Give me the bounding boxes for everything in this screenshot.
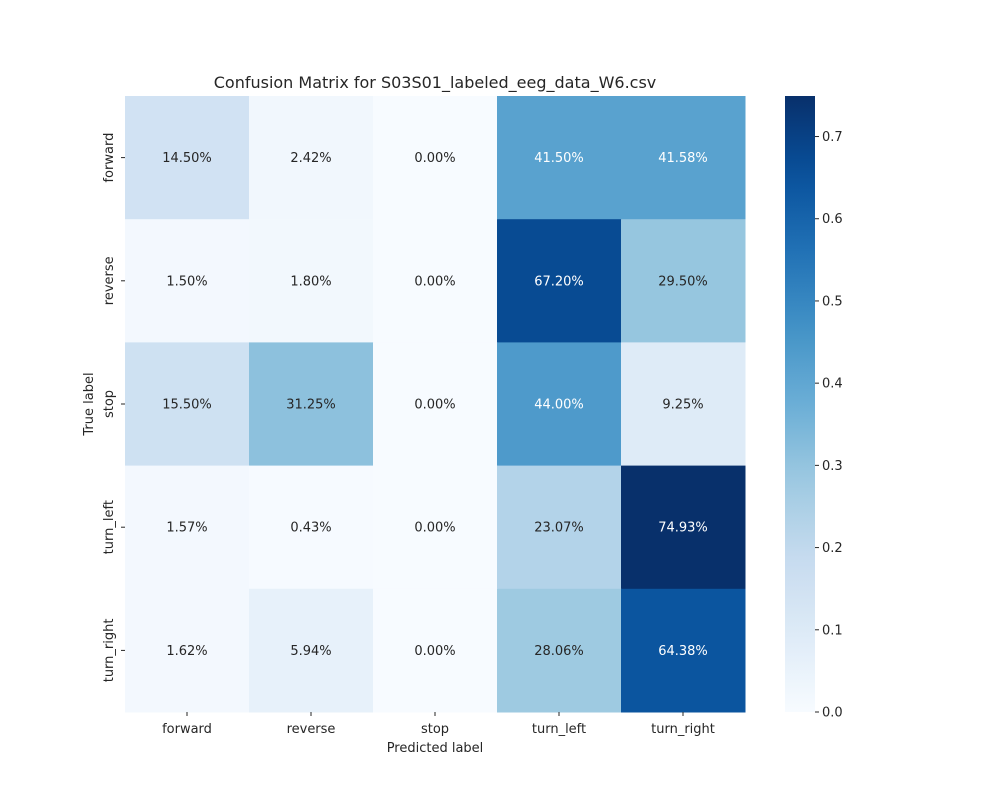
- cell-annotation: 31.25%: [286, 398, 336, 413]
- colorbar-tick-label: 0.7: [822, 130, 843, 145]
- heatmap-cell: [497, 342, 622, 467]
- x-tick-label: forward: [162, 722, 212, 737]
- y-tick-label: forward: [102, 133, 117, 183]
- x-tick-label: turn_left: [532, 722, 586, 737]
- heatmap-cell: [249, 219, 374, 343]
- heatmap-cell: [497, 96, 622, 220]
- heatmap-cell: [373, 342, 498, 467]
- colorbar-ticks: 0.0 0.1 0.2 0.3 0.4 0.5 0.6 0.7: [815, 130, 843, 721]
- x-axis-label: Predicted label: [387, 741, 484, 756]
- heatmap-cell: [249, 588, 374, 713]
- cell-annotation: 44.00%: [534, 398, 584, 413]
- heatmap-cell: [497, 465, 622, 590]
- cell-annotation: 14.50%: [162, 151, 212, 166]
- colorbar-tick-label: 0.6: [822, 212, 843, 227]
- cell-annotation: 15.50%: [162, 398, 212, 413]
- x-axis-ticks: forward reverse stop turn_left turn_right: [162, 712, 715, 737]
- colorbar-tick-label: 0.3: [822, 459, 843, 474]
- cell-annotation: 0.43%: [290, 521, 331, 536]
- y-axis-ticks: forward reverse stop turn_left turn_right: [102, 133, 125, 683]
- cell-annotation: 1.50%: [166, 274, 207, 289]
- cell-annotation: 28.06%: [534, 644, 584, 659]
- heatmap-cell: [249, 342, 374, 467]
- heatmap-cell: [125, 219, 250, 343]
- cell-annotation: 9.25%: [662, 398, 703, 413]
- heatmap-cell: [621, 219, 746, 343]
- colorbar-tick-label: 0.4: [822, 377, 843, 392]
- heatmap-cell: [373, 465, 498, 590]
- colorbar-tick-label: 0.2: [822, 541, 843, 556]
- cell-annotation: 23.07%: [534, 521, 584, 536]
- heatmap-cell: [373, 96, 498, 220]
- x-tick-label: turn_right: [651, 722, 715, 737]
- cell-annotation: 0.00%: [414, 274, 455, 289]
- cell-annotation: 2.42%: [290, 151, 331, 166]
- heatmap-cell: [249, 465, 374, 590]
- y-tick-label: turn_right: [102, 619, 117, 683]
- cell-annotation: 0.00%: [414, 398, 455, 413]
- cell-annotation: 41.50%: [534, 151, 584, 166]
- cell-annotation: 29.50%: [658, 274, 708, 289]
- cell-annotation: 74.93%: [658, 521, 708, 536]
- heatmap-cell: [621, 342, 746, 467]
- colorbar: [785, 96, 815, 712]
- cell-annotation: 67.20%: [534, 274, 584, 289]
- chart-title: Confusion Matrix for S03S01_labeled_eeg_…: [214, 73, 657, 93]
- cell-annotation: 1.57%: [166, 521, 207, 536]
- heatmap-cells: 14.50% 2.42% 0.00% 41.50% 41.58% 1.50% 1.80% 0.…: [125, 96, 746, 713]
- y-tick-label: turn_left: [102, 500, 117, 554]
- heatmap-cell: [497, 588, 622, 713]
- heatmap-cell: [373, 219, 498, 343]
- heatmap-cell: [125, 342, 250, 467]
- colorbar-tick-label: 0.1: [822, 623, 843, 638]
- heatmap-cell: [497, 219, 622, 343]
- heatmap-cell: [125, 588, 250, 713]
- cell-annotation: 0.00%: [414, 644, 455, 659]
- y-tick-label: stop: [102, 390, 117, 418]
- heatmap-cell: [621, 96, 746, 220]
- y-axis-label: True label: [82, 372, 97, 436]
- x-tick-label: stop: [421, 722, 449, 737]
- cell-annotation: 1.62%: [166, 644, 207, 659]
- heatmap-cell: [249, 96, 374, 220]
- x-tick-label: reverse: [287, 722, 336, 737]
- heatmap-cell: [621, 588, 746, 713]
- heatmap-cell: [125, 96, 250, 220]
- cell-annotation: 5.94%: [290, 644, 331, 659]
- cell-annotation: 64.38%: [658, 644, 708, 659]
- y-tick-label: reverse: [102, 256, 117, 305]
- colorbar-tick-label: 0.5: [822, 294, 843, 309]
- heatmap-cell: [621, 465, 746, 590]
- colorbar-tick-label: 0.0: [822, 706, 843, 721]
- heatmap-cell: [373, 588, 498, 713]
- cell-annotation: 41.58%: [658, 151, 708, 166]
- cell-annotation: 1.80%: [290, 274, 331, 289]
- heatmap-cell: [125, 465, 250, 590]
- cell-annotation: 0.00%: [414, 521, 455, 536]
- cell-annotation: 0.00%: [414, 151, 455, 166]
